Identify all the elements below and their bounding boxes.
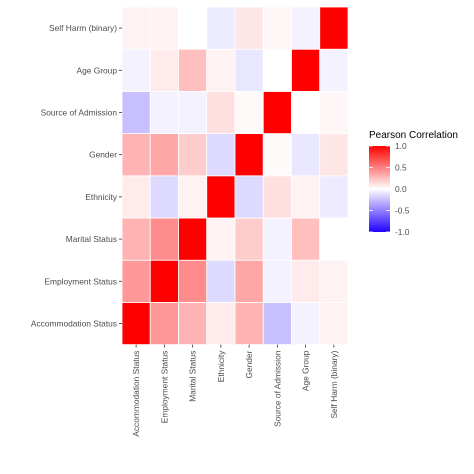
heatmap-cell bbox=[291, 301, 321, 345]
x-tick-label: Ethnicity bbox=[216, 350, 226, 382]
x-tick-label: Age Group bbox=[301, 350, 311, 391]
y-tick-label: Employment Status bbox=[44, 276, 117, 286]
heatmap-cell bbox=[319, 301, 349, 345]
heatmap-cell bbox=[319, 48, 349, 92]
x-tick-label: Gender bbox=[244, 350, 254, 378]
heatmap-cell bbox=[291, 91, 321, 135]
heatmap-tiles bbox=[121, 6, 349, 345]
heatmap-cell bbox=[262, 6, 292, 50]
heatmap-cell bbox=[234, 217, 264, 261]
heatmap-cell bbox=[121, 175, 151, 219]
heatmap-cell bbox=[178, 301, 208, 345]
heatmap-cell bbox=[291, 217, 321, 261]
heatmap-cell bbox=[121, 259, 151, 303]
legend-tick-label: -1.0 bbox=[395, 227, 410, 237]
heatmap-cell bbox=[291, 133, 321, 177]
legend-tick-label: -0.5 bbox=[395, 206, 410, 216]
legend-tick-label: 1.0 bbox=[395, 141, 407, 151]
heatmap-cell bbox=[121, 91, 151, 135]
heatmap-cell bbox=[319, 175, 349, 219]
heatmap-cell bbox=[291, 259, 321, 303]
heatmap-cell bbox=[234, 175, 264, 219]
heatmap-cell bbox=[291, 48, 321, 92]
heatmap-cell bbox=[121, 48, 151, 92]
heatmap-cell bbox=[291, 175, 321, 219]
x-tick-label: Self Harm (binary) bbox=[329, 350, 339, 418]
heatmap-cell bbox=[149, 259, 179, 303]
heatmap-cell bbox=[234, 91, 264, 135]
heatmap-cell bbox=[121, 301, 151, 345]
heatmap-cell bbox=[178, 259, 208, 303]
legend-title: Pearson Correlation bbox=[369, 130, 458, 141]
y-tick-label: Accommodation Status bbox=[31, 319, 117, 329]
heatmap-cell bbox=[149, 175, 179, 219]
heatmap-cell bbox=[234, 6, 264, 50]
color-legend: Pearson Correlation 1.0 0.5 0.0 -0.5 -1.0 bbox=[369, 130, 458, 237]
heatmap-cell bbox=[262, 259, 292, 303]
heatmap-cell bbox=[262, 91, 292, 135]
legend-colorbar bbox=[369, 146, 390, 232]
heatmap-cell bbox=[206, 217, 236, 261]
heatmap-cell bbox=[149, 91, 179, 135]
heatmap-cell bbox=[206, 175, 236, 219]
x-axis-labels: Accommodation Status Employment Status Mar… bbox=[131, 344, 339, 437]
y-axis-labels: Accommodation Status Employment Status Mar… bbox=[31, 23, 122, 329]
heatmap-cell bbox=[121, 217, 151, 261]
heatmap-cell bbox=[319, 6, 349, 50]
heatmap-cell bbox=[234, 301, 264, 345]
legend-tick-label: 0.0 bbox=[395, 184, 407, 194]
heatmap-cell bbox=[178, 91, 208, 135]
heatmap-cell bbox=[149, 217, 179, 261]
heatmap-cell bbox=[178, 48, 208, 92]
heatmap-cell bbox=[262, 48, 292, 92]
heatmap-cell bbox=[178, 175, 208, 219]
legend-tick-label: 0.5 bbox=[395, 163, 407, 173]
x-tick-label: Marital Status bbox=[188, 351, 198, 402]
heatmap-cell bbox=[291, 6, 321, 50]
heatmap-cell bbox=[178, 133, 208, 177]
y-tick-label: Ethnicity bbox=[85, 192, 117, 202]
y-tick-label: Gender bbox=[89, 150, 117, 160]
heatmap-cell bbox=[206, 91, 236, 135]
heatmap-cell bbox=[121, 6, 151, 50]
heatmap-cell bbox=[319, 133, 349, 177]
x-tick-label: Employment Status bbox=[159, 351, 169, 424]
heatmap-cell bbox=[178, 6, 208, 50]
heatmap-cell bbox=[234, 259, 264, 303]
heatmap-cell bbox=[206, 133, 236, 177]
heatmap-cell bbox=[262, 217, 292, 261]
x-tick-label: Accommodation Status bbox=[131, 351, 141, 437]
heatmap-cell bbox=[149, 6, 179, 50]
heatmap-cell bbox=[206, 301, 236, 345]
y-tick-label: Age Group bbox=[76, 65, 117, 75]
heatmap-cell bbox=[178, 217, 208, 261]
heatmap-cell bbox=[206, 48, 236, 92]
heatmap-cell bbox=[319, 91, 349, 135]
heatmap-cell bbox=[262, 301, 292, 345]
heatmap-cell bbox=[149, 301, 179, 345]
heatmap-cell bbox=[234, 48, 264, 92]
heatmap-cell bbox=[262, 133, 292, 177]
heatmap-cell bbox=[149, 48, 179, 92]
heatmap-cell bbox=[319, 259, 349, 303]
y-tick-label: Marital Status bbox=[66, 234, 117, 244]
y-tick-label: Self Harm (binary) bbox=[49, 23, 117, 33]
heatmap-cell bbox=[206, 6, 236, 50]
y-tick-label: Source of Admission bbox=[41, 108, 118, 118]
heatmap-cell bbox=[149, 133, 179, 177]
heatmap-cell bbox=[319, 217, 349, 261]
x-tick-label: Source of Admission bbox=[272, 350, 282, 427]
heatmap-cell bbox=[206, 259, 236, 303]
heatmap-cell bbox=[234, 133, 264, 177]
heatmap-cell bbox=[262, 175, 292, 219]
heatmap-cell bbox=[121, 133, 151, 177]
